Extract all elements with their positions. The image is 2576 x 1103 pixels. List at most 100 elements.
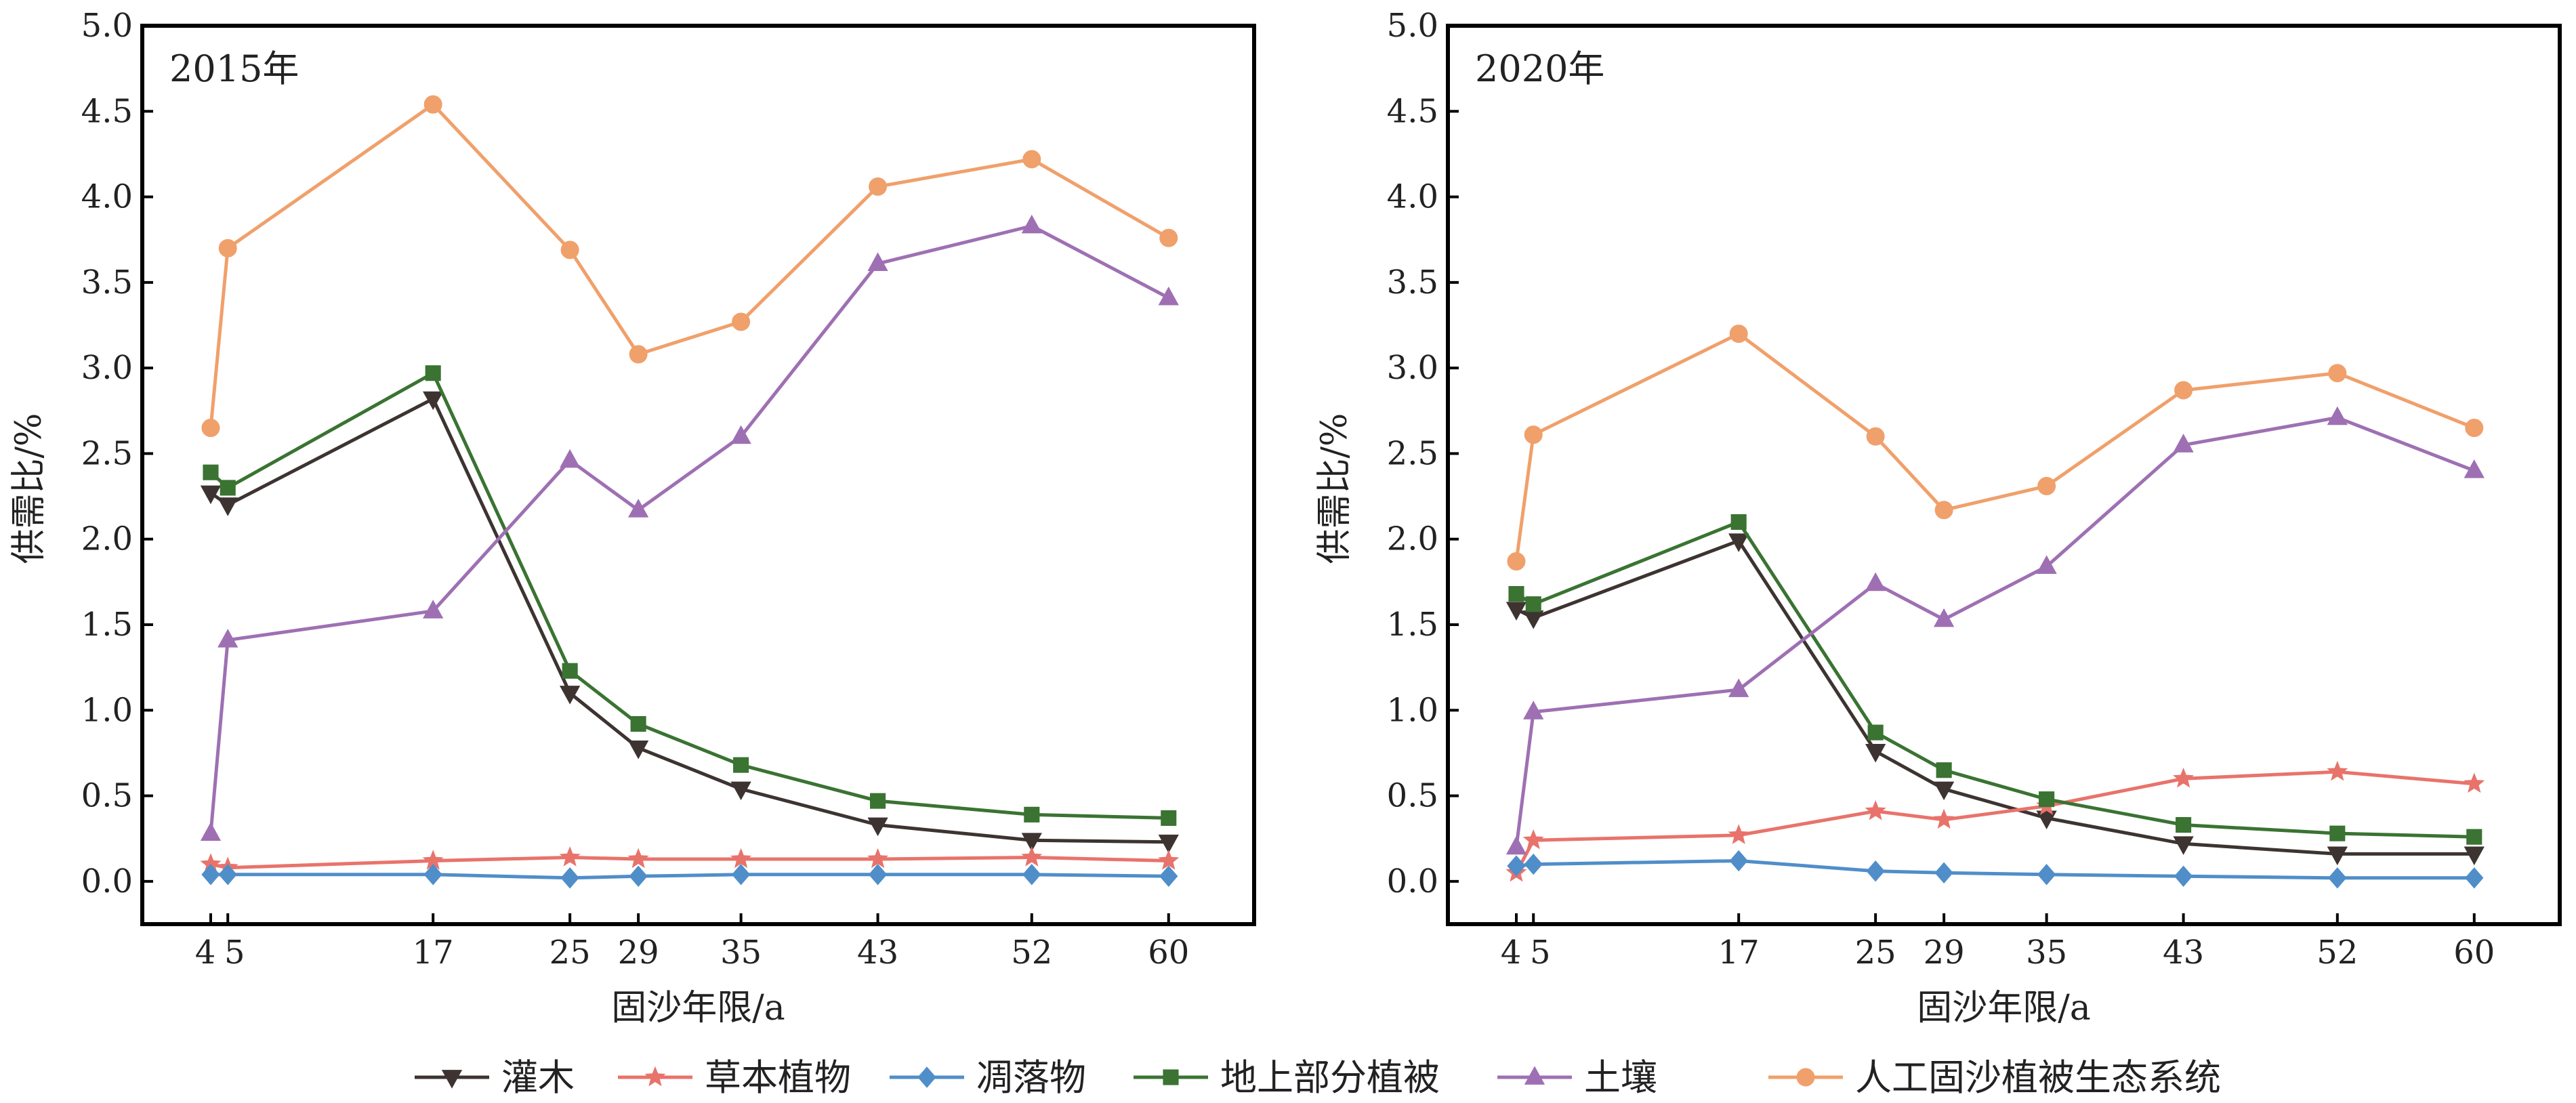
data-point (559, 846, 581, 867)
y-tick-label: 2.5 (1387, 434, 1438, 472)
y-tick-label: 1.0 (1387, 691, 1438, 729)
data-point (2464, 846, 2485, 866)
data-point (2039, 791, 2055, 808)
series-line (209, 224, 1169, 834)
x-tick-label: 29 (618, 934, 659, 972)
data-point (1865, 744, 1886, 763)
series-5 (201, 95, 1178, 438)
data-point (730, 425, 751, 444)
panel-title: 2015年 (169, 47, 299, 90)
data-point (1158, 286, 1179, 306)
x-tick-label: 52 (1011, 934, 1052, 972)
data-point (423, 95, 442, 114)
data-point (1866, 860, 1885, 882)
legend: 灌木 草本植物 凋落物 地上部分植被 土壤 人工固沙植被生态系统 (415, 1056, 2221, 1099)
data-point (1867, 724, 1884, 741)
data-point (560, 867, 579, 889)
y-tick-label: 5.0 (81, 7, 133, 45)
y-tick-label: 1.5 (1387, 606, 1438, 644)
data-point (1728, 533, 1749, 552)
data-point (1505, 835, 1527, 855)
x-axis-title: 固沙年限/a (611, 988, 785, 1028)
y-tick-label: 0.5 (81, 777, 133, 815)
y-tick-label: 4.0 (81, 178, 133, 216)
data-point (1729, 850, 1748, 872)
data-point (218, 238, 237, 257)
data-point (200, 485, 222, 505)
data-point (2464, 459, 2485, 478)
x-tick-label: 35 (720, 934, 762, 972)
data-point (1934, 862, 1953, 883)
series-4 (200, 214, 1179, 841)
data-point (560, 686, 581, 705)
x-tick-label: 35 (2026, 934, 2067, 972)
data-point (1524, 425, 1543, 444)
data-point (731, 864, 751, 886)
x-tick-label: 43 (2163, 934, 2204, 972)
y-tick-label: 3.0 (81, 349, 133, 387)
legend-item: 凋落物 (890, 1056, 1086, 1099)
series-2 (201, 864, 1178, 889)
y-tick-label: 2.0 (1387, 520, 1438, 558)
legend-item: 土壤 (1497, 1056, 1657, 1099)
data-point (1865, 572, 1886, 591)
data-point (1024, 806, 1040, 823)
x-tick-label: 4 (195, 934, 216, 972)
y-tick-label: 4.5 (81, 92, 133, 130)
y-tick-label: 0.0 (1387, 862, 1438, 900)
series-line (1514, 770, 2475, 874)
data-point (2327, 760, 2348, 781)
legend-item: 灌木 (415, 1056, 575, 1099)
legend-item: 草本植物 (618, 1056, 851, 1099)
data-point (560, 241, 579, 259)
data-point (2173, 836, 2194, 855)
data-point (2037, 864, 2056, 886)
data-point (1507, 855, 1526, 877)
panel-2020: 0.0 0.5 1.0 1.5 2.0 2.5 3.0 3.5 4.0 4.5 5.0 4 5 17 25 2… (1314, 7, 2562, 1028)
data-point (2464, 772, 2485, 793)
data-point (629, 345, 648, 364)
data-point (423, 391, 444, 411)
data-point (2465, 419, 2484, 438)
x-tick-label: 17 (1718, 934, 1760, 972)
data-point (1523, 610, 1544, 629)
data-point (2036, 555, 2057, 575)
y-axis-title: 供需比/% (1314, 413, 1355, 564)
data-point (560, 449, 581, 468)
x-tick-label: 60 (2453, 934, 2495, 972)
data-point (1022, 150, 1041, 169)
data-point (2327, 846, 2348, 866)
series-5 (1507, 325, 2484, 571)
data-point (1159, 865, 1178, 887)
data-point (1507, 552, 1526, 571)
panel-2015: 0.0 0.5 1.0 1.5 2.0 2.5 3.0 3.5 4.0 4.5 5.0 4 5 17 25 2… (9, 7, 1256, 1028)
data-point (867, 817, 888, 837)
data-point (630, 715, 646, 732)
x-tick-label: 25 (549, 934, 591, 972)
data-point (869, 177, 888, 196)
x-tick-label: 43 (857, 934, 898, 972)
data-point (1508, 585, 1524, 602)
data-point (423, 864, 442, 886)
data-point (1729, 325, 1748, 344)
data-point (2465, 867, 2484, 889)
data-point (870, 793, 886, 809)
data-point (1161, 810, 1177, 826)
x-tick-label: 60 (1148, 934, 1189, 972)
data-point (1934, 501, 1953, 520)
data-point (201, 864, 220, 886)
data-point (627, 740, 649, 759)
data-point (217, 629, 238, 648)
y-tick-label: 1.0 (81, 691, 133, 729)
x-tick-label: 29 (1924, 934, 1965, 972)
data-point (203, 464, 219, 480)
y-tick-label: 5.0 (1387, 7, 1438, 45)
legend-item: 地上部分植被 (1134, 1056, 1440, 1099)
data-point (1525, 596, 1541, 612)
data-point (1933, 781, 1955, 801)
data-point (1936, 762, 1952, 778)
data-point (867, 848, 889, 869)
x-tick-label: 4 (1501, 934, 1522, 972)
data-point (1933, 608, 1955, 627)
